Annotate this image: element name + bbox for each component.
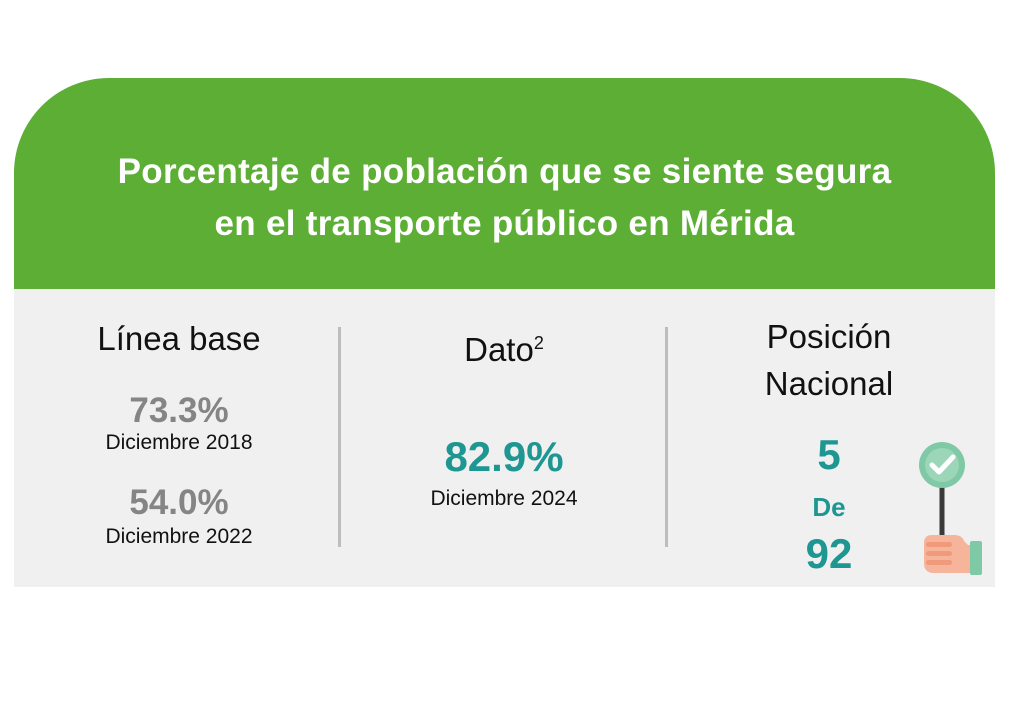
dato-date: Diciembre 2024 (430, 487, 578, 510)
title-line-1: Porcentaje de población que se siente se… (117, 152, 892, 191)
position-heading: Posición Nacional (714, 313, 944, 407)
baseline-date-2018: Diciembre 2018 (105, 431, 253, 454)
indicator-card: Porcentaje de población que se siente se… (14, 78, 995, 587)
card-body: Línea base 73.3% Diciembre 2018 54.0% Di… (14, 289, 995, 587)
card-header: Porcentaje de población que se siente se… (14, 78, 995, 289)
position-total: 92 (805, 530, 853, 577)
position-of-label: De (812, 492, 846, 522)
baseline-value-2018: 73.3% (129, 391, 229, 430)
divider-1 (338, 327, 341, 547)
divider-2 (665, 327, 668, 547)
dato-heading: Dato2 (384, 323, 624, 370)
hand-holding-check-sign-icon (919, 442, 982, 575)
baseline-heading: Línea base (97, 320, 261, 357)
title-line-2: en el transporte público en Mérida (214, 204, 795, 243)
position-heading-line-2: Nacional (764, 365, 894, 402)
card-title: Porcentaje de población que se siente se… (14, 146, 995, 250)
baseline-value-2022: 54.0% (129, 483, 229, 522)
dato-heading-text: Dato (464, 331, 534, 368)
dato-superscript: 2 (533, 333, 544, 353)
baseline-date-2022: Diciembre 2022 (105, 525, 253, 548)
position-rank: 5 (817, 431, 841, 478)
dato-value: 82.9% (444, 433, 564, 480)
position-heading-line-1: Posición (766, 318, 892, 355)
